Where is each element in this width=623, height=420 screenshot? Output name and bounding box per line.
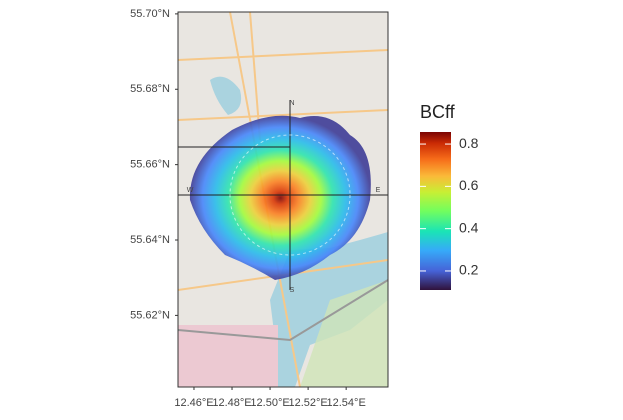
colorbar-tick-label: 0.4 [459, 219, 479, 235]
compass-label: E [376, 187, 381, 194]
colorbar-tick-label: 0.8 [459, 135, 479, 151]
x-tick-label: 12.46°E [174, 397, 213, 409]
x-tick-label: 12.52°E [288, 397, 327, 409]
y-tick-label: 55.62°N [130, 309, 170, 321]
map-tiles [178, 12, 388, 387]
x-tick-label: 12.50°E [250, 397, 289, 409]
y-tick-label: 55.66°N [130, 159, 170, 171]
y-tick-label: 55.70°N [130, 8, 170, 20]
panel-border [177, 11, 389, 388]
compass-label: W [187, 187, 194, 194]
x-tick-label: 12.48°E [212, 397, 251, 409]
legend-title: BCff [420, 102, 456, 122]
compass-label: S [290, 287, 295, 294]
colorbar-tick-label: 0.6 [459, 177, 479, 193]
y-tick-label: 55.68°N [130, 83, 170, 95]
compass-label: N [289, 100, 294, 107]
y-tick-label: 55.64°N [130, 234, 170, 246]
colorbar-tick-label: 0.2 [459, 262, 479, 278]
colorbar [420, 132, 451, 290]
x-tick-label: 12.54°E [327, 397, 366, 409]
